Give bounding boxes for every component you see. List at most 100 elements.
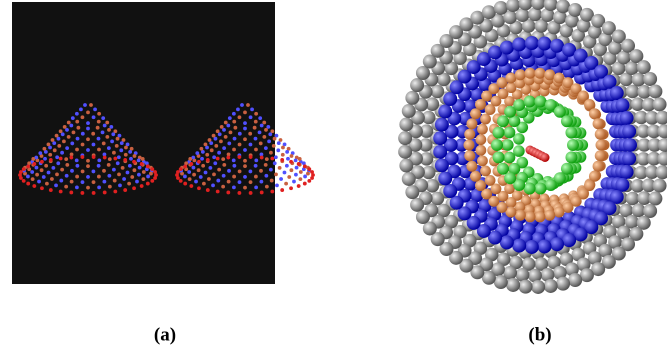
atom: [287, 175, 291, 179]
atom: [544, 69, 555, 80]
atom: [589, 108, 600, 119]
atom: [433, 145, 447, 159]
atom: [97, 137, 101, 141]
atom: [217, 151, 221, 155]
atom: [40, 160, 44, 164]
atom: [538, 239, 552, 253]
atom: [208, 138, 212, 142]
atom: [222, 174, 226, 178]
figure: (a) (b): [0, 0, 667, 356]
atom: [59, 129, 63, 133]
atom: [195, 151, 199, 155]
atom: [399, 117, 413, 131]
atom: [130, 175, 134, 179]
atom: [150, 179, 154, 183]
atom: [226, 191, 230, 195]
atom: [259, 180, 263, 184]
atom: [153, 176, 157, 180]
atom: [264, 146, 268, 150]
atom: [112, 168, 116, 172]
atom: [525, 36, 539, 50]
atom: [92, 155, 96, 159]
atom: [280, 158, 284, 162]
atom: [214, 144, 218, 148]
atom: [183, 182, 187, 186]
atom: [217, 168, 221, 172]
atom: [232, 158, 236, 162]
atom: [51, 138, 55, 142]
atom: [91, 132, 95, 136]
atom: [431, 85, 445, 99]
atom: [491, 139, 503, 151]
atom: [450, 196, 464, 210]
atom: [290, 168, 294, 172]
atom: [67, 135, 71, 139]
atom: [254, 137, 258, 141]
atom: [524, 183, 536, 195]
atom: [615, 98, 629, 112]
atom: [69, 191, 73, 195]
atom: [111, 132, 115, 136]
atom: [268, 132, 272, 136]
atom: [140, 162, 144, 166]
atom: [72, 130, 76, 134]
atom: [108, 185, 112, 189]
atom: [249, 170, 253, 174]
atom: [556, 277, 570, 291]
atom: [238, 115, 242, 119]
atom: [86, 148, 90, 152]
atom: [132, 186, 136, 190]
atom: [224, 121, 228, 125]
atom: [561, 163, 573, 175]
atom: [232, 175, 236, 179]
atom: [86, 159, 90, 163]
atom: [56, 161, 60, 165]
atom: [243, 164, 247, 168]
atom: [222, 163, 226, 167]
atom: [643, 72, 657, 86]
atom: [212, 172, 216, 176]
atom: [416, 210, 430, 224]
atom: [269, 168, 273, 172]
atom: [199, 175, 203, 179]
atom: [40, 186, 44, 190]
atom: [216, 179, 220, 183]
atom: [232, 148, 236, 152]
atom: [113, 190, 117, 194]
atom: [243, 159, 247, 163]
atom: [57, 144, 61, 148]
atom: [274, 155, 278, 159]
atom: [63, 125, 67, 129]
atom: [60, 151, 64, 155]
atom: [554, 106, 566, 118]
atom: [138, 166, 142, 170]
atom: [70, 169, 74, 173]
atom: [121, 166, 125, 170]
atom: [273, 161, 277, 165]
atom: [212, 155, 216, 159]
atom: [466, 161, 477, 172]
atom: [92, 180, 96, 184]
atom: [258, 116, 262, 120]
atom: [620, 111, 634, 125]
atom: [615, 178, 629, 192]
atom: [310, 170, 314, 174]
atom: [464, 150, 475, 161]
atom: [102, 142, 106, 146]
atom: [124, 153, 128, 157]
atom: [500, 41, 514, 55]
atom: [110, 140, 114, 144]
atom: [129, 157, 133, 161]
atom: [512, 37, 526, 51]
atom: [37, 180, 41, 184]
atom: [62, 140, 66, 144]
atom: [210, 148, 214, 152]
atom: [176, 170, 180, 174]
atom: [285, 150, 289, 154]
atom: [48, 153, 52, 157]
atom: [246, 103, 250, 107]
atom: [65, 163, 69, 167]
atom: [306, 172, 310, 176]
atom: [402, 104, 416, 118]
atom: [519, 280, 533, 294]
